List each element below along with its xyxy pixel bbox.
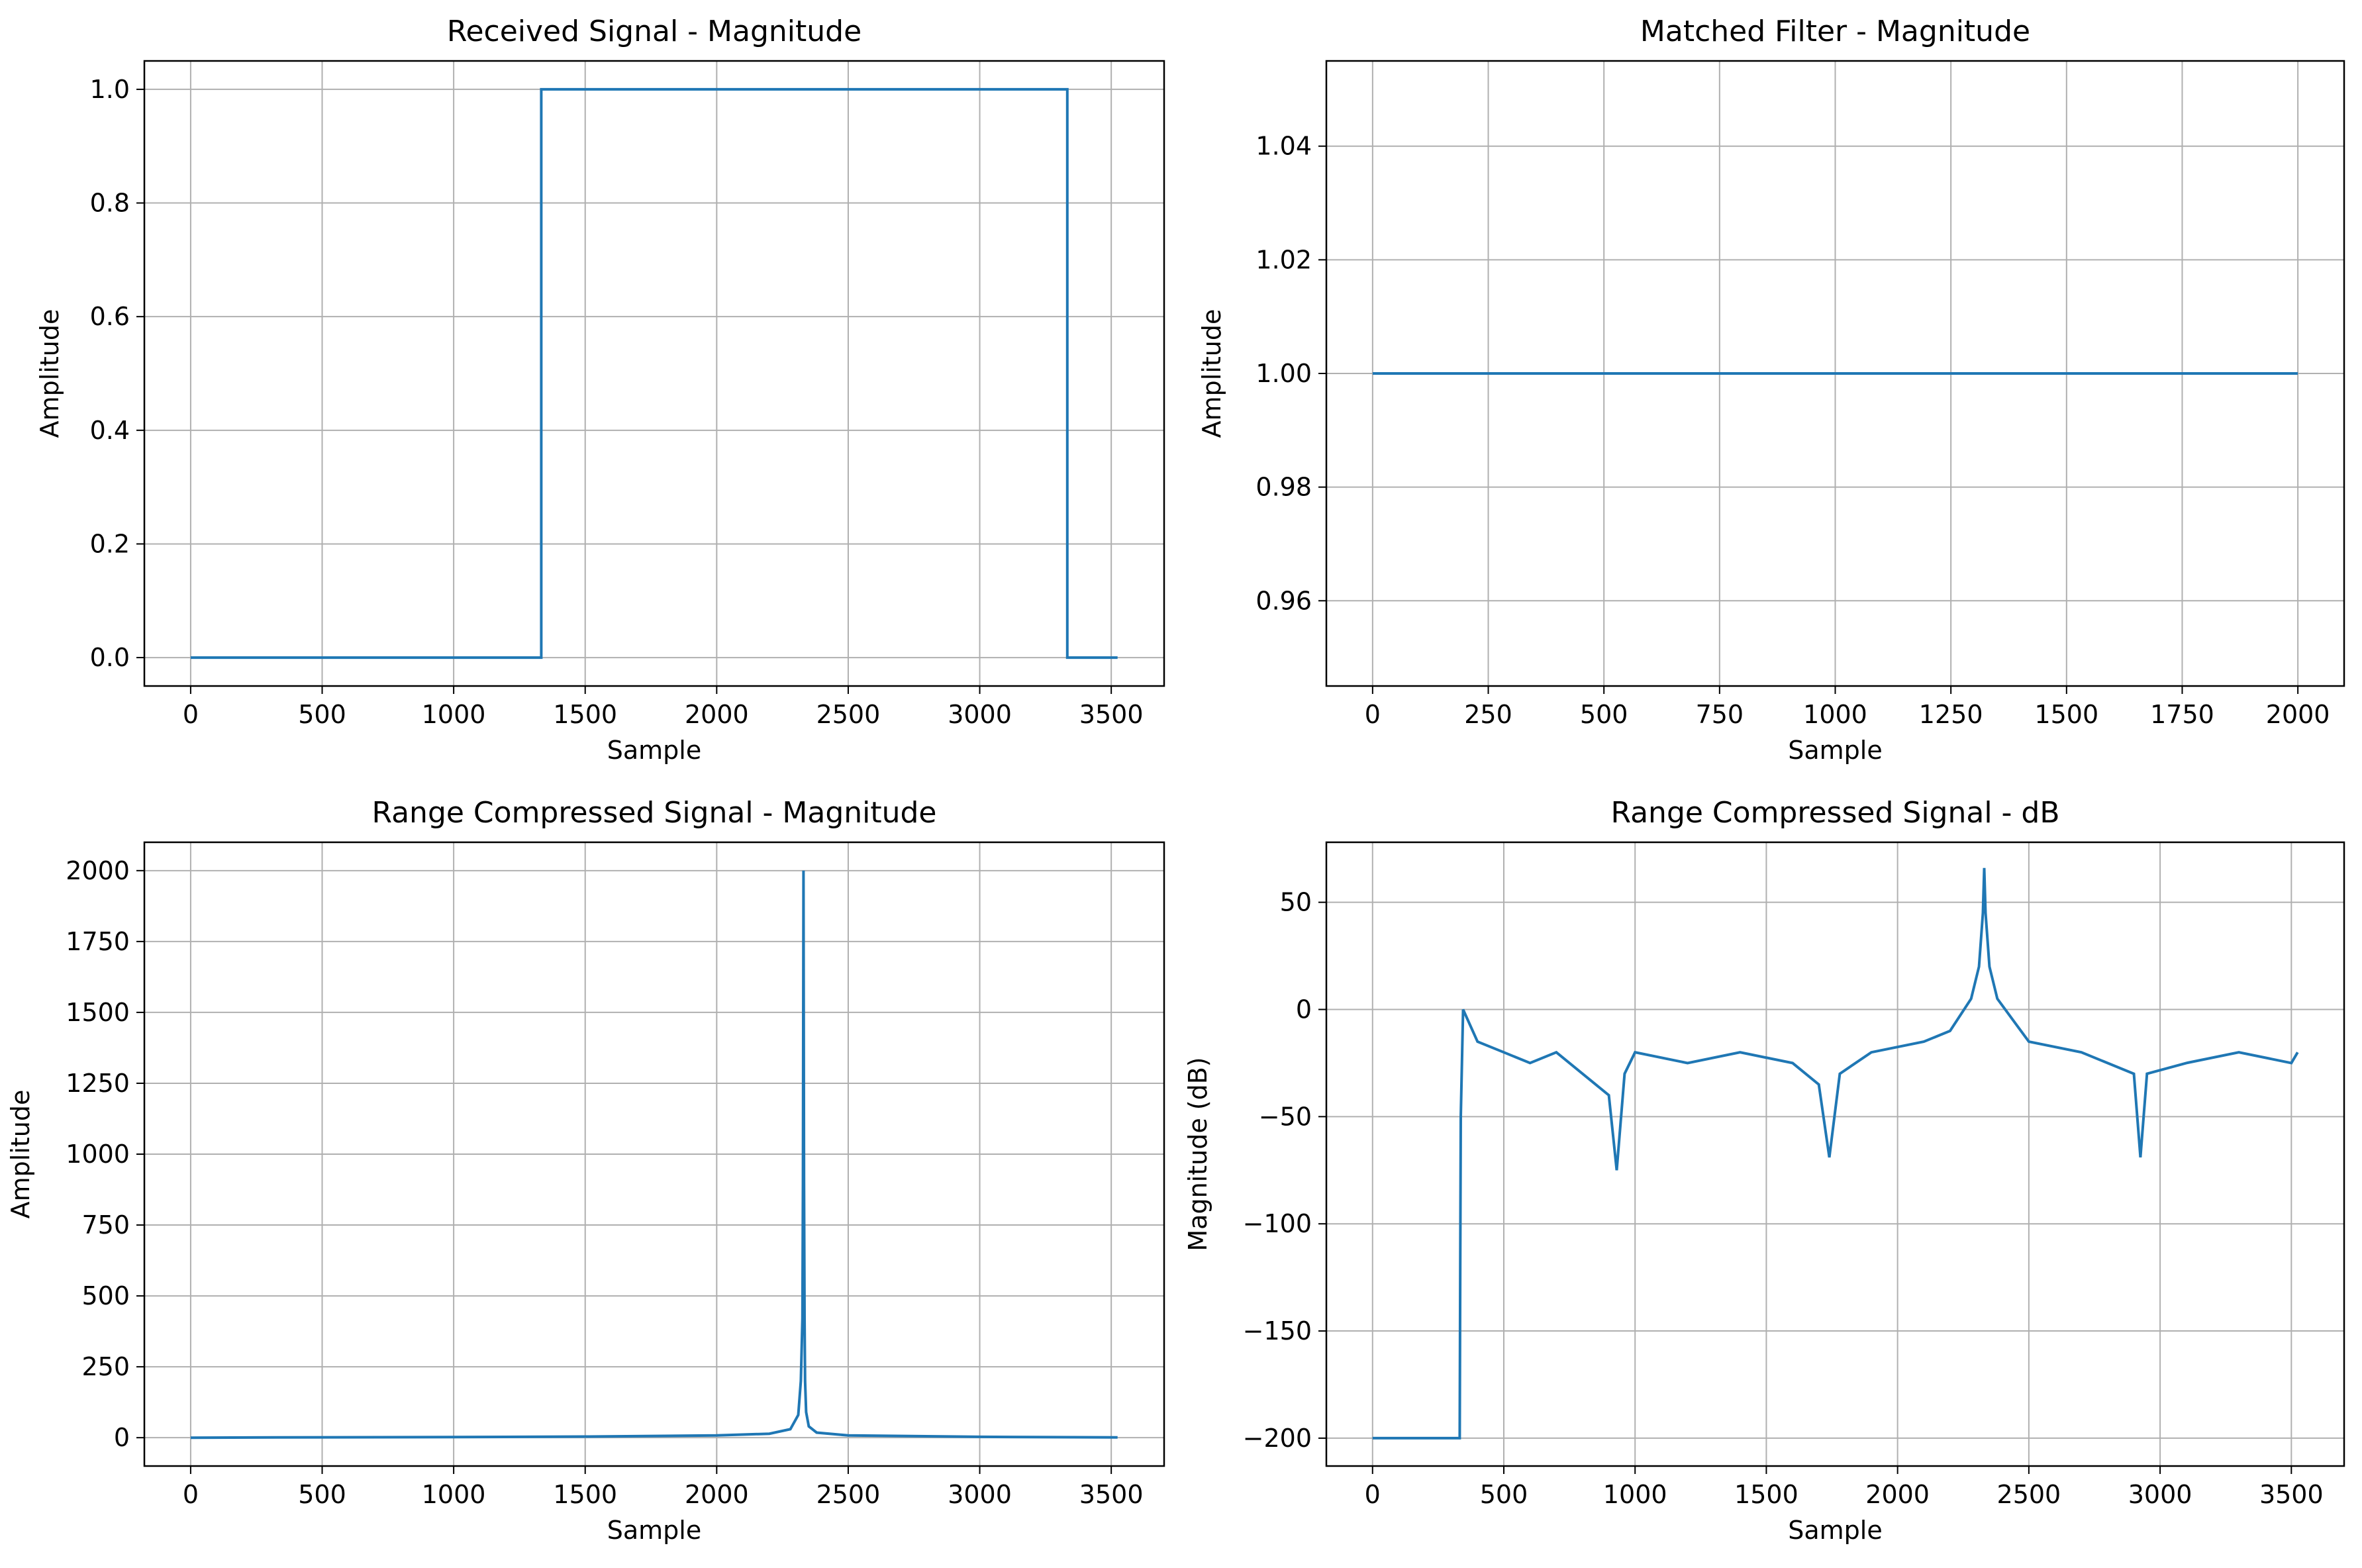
- x-tick-label: 1500: [2034, 700, 2098, 729]
- x-axis-label: Sample: [607, 1516, 701, 1545]
- y-tick-label: 0.4: [90, 416, 130, 445]
- y-axis-label: Amplitude: [1197, 309, 1226, 438]
- x-tick-label: 750: [1696, 700, 1744, 729]
- x-tick-label: 2500: [816, 1480, 881, 1509]
- y-tick-label: 1000: [66, 1140, 130, 1169]
- axes-frame: [1325, 841, 2345, 1467]
- y-tick-label: 0.6: [90, 302, 130, 331]
- y-tick-label: 0.98: [1255, 473, 1312, 502]
- y-tick-label: 750: [81, 1210, 130, 1240]
- chart-title: Range Compressed Signal - Magnitude: [371, 796, 936, 830]
- x-tick-label: 500: [298, 1480, 346, 1509]
- x-tick-label: 250: [1464, 700, 1512, 729]
- x-tick-label: 1000: [1803, 700, 1867, 729]
- subplot-4: 0 500 1000 1500 2000 2500 3000 3500−200−150−100…: [1183, 796, 2345, 1545]
- y-axis-label: Magnitude (dB): [1183, 1057, 1212, 1251]
- y-tick-label: 0: [114, 1423, 130, 1452]
- x-tick-label: 3500: [2259, 1480, 2324, 1509]
- y-tick-label: 50: [1280, 888, 1312, 917]
- x-tick-label: 2500: [1997, 1480, 2061, 1509]
- x-tick-label: 2500: [816, 700, 881, 729]
- y-tick-label: 1250: [66, 1069, 130, 1098]
- x-tick-label: 2000: [2266, 700, 2330, 729]
- y-tick-label: 0: [1296, 995, 1312, 1024]
- x-tick-label: 1000: [422, 1480, 486, 1509]
- x-tick-label: 3000: [948, 1480, 1012, 1509]
- chart-title: Range Compressed Signal - dB: [1610, 796, 2059, 830]
- x-tick-label: 3000: [2128, 1480, 2192, 1509]
- x-tick-label: 1500: [553, 1480, 617, 1509]
- y-tick-label: −50: [1259, 1102, 1312, 1131]
- y-tick-label: −150: [1243, 1316, 1312, 1346]
- subplot-2: 0 250 500 750 1000 1250 1500 1750 2000 0.96 0.98 1.…: [1197, 15, 2345, 765]
- x-tick-label: 0: [183, 700, 199, 729]
- x-tick-label: 500: [1480, 1480, 1528, 1509]
- x-tick-label: 2000: [685, 700, 749, 729]
- chart-title: Received Signal - Magnitude: [447, 15, 861, 48]
- x-tick-label: 1000: [1603, 1480, 1667, 1509]
- series-line: [190, 87, 1118, 660]
- x-tick-label: 1500: [1734, 1480, 1798, 1509]
- y-tick-label: 1750: [66, 927, 130, 956]
- x-axis-label: Sample: [1788, 1516, 1882, 1545]
- y-tick-label: 1.00: [1255, 359, 1312, 388]
- x-tick-label: 2000: [685, 1480, 749, 1509]
- x-tick-label: 3000: [948, 700, 1012, 729]
- y-tick-label: 1500: [66, 998, 130, 1027]
- subplot-3: 0 500 1000 1500 2000 2500 3000 3500 0 250 500 750 10…: [6, 796, 1165, 1545]
- x-tick-label: 1750: [2150, 700, 2214, 729]
- x-tick-label: 0: [1365, 700, 1381, 729]
- x-tick-label: 0: [1365, 1480, 1381, 1509]
- y-axis-label: Amplitude: [35, 309, 64, 438]
- y-tick-label: 0.0: [90, 643, 130, 672]
- x-axis-label: Sample: [607, 736, 701, 765]
- x-tick-label: 1500: [553, 700, 617, 729]
- y-tick-label: 1.04: [1255, 132, 1312, 161]
- x-tick-label: 500: [298, 700, 346, 729]
- chart-title: Matched Filter - Magnitude: [1640, 15, 2030, 48]
- y-tick-label: −100: [1243, 1209, 1312, 1238]
- y-tick-label: 2000: [66, 856, 130, 885]
- x-tick-label: 500: [1580, 700, 1628, 729]
- axes-frame: [143, 60, 1165, 687]
- series-line: [190, 870, 1118, 1440]
- y-tick-label: 0.2: [90, 529, 130, 558]
- x-tick-label: 1250: [1919, 700, 1983, 729]
- y-tick-label: −200: [1243, 1424, 1312, 1453]
- x-axis-label: Sample: [1788, 736, 1882, 765]
- x-tick-label: 3500: [1079, 700, 1144, 729]
- y-tick-label: 1.02: [1255, 245, 1312, 274]
- y-tick-label: 0.96: [1255, 586, 1312, 615]
- series-line: [1372, 867, 2299, 1440]
- x-tick-label: 3500: [1079, 1480, 1144, 1509]
- x-tick-label: 0: [183, 1480, 199, 1509]
- x-tick-label: 1000: [422, 700, 486, 729]
- subplot-1: 0 500 1000 1500 2000 2500 3000 3500 0.0 0.2 0.4 0.6…: [35, 15, 1165, 765]
- y-axis-label: Amplitude: [6, 1090, 35, 1219]
- y-tick-label: 0.8: [90, 189, 130, 218]
- y-tick-label: 500: [81, 1281, 130, 1310]
- x-tick-label: 2000: [1865, 1480, 1930, 1509]
- y-tick-label: 1.0: [90, 75, 130, 104]
- y-tick-label: 250: [81, 1352, 130, 1381]
